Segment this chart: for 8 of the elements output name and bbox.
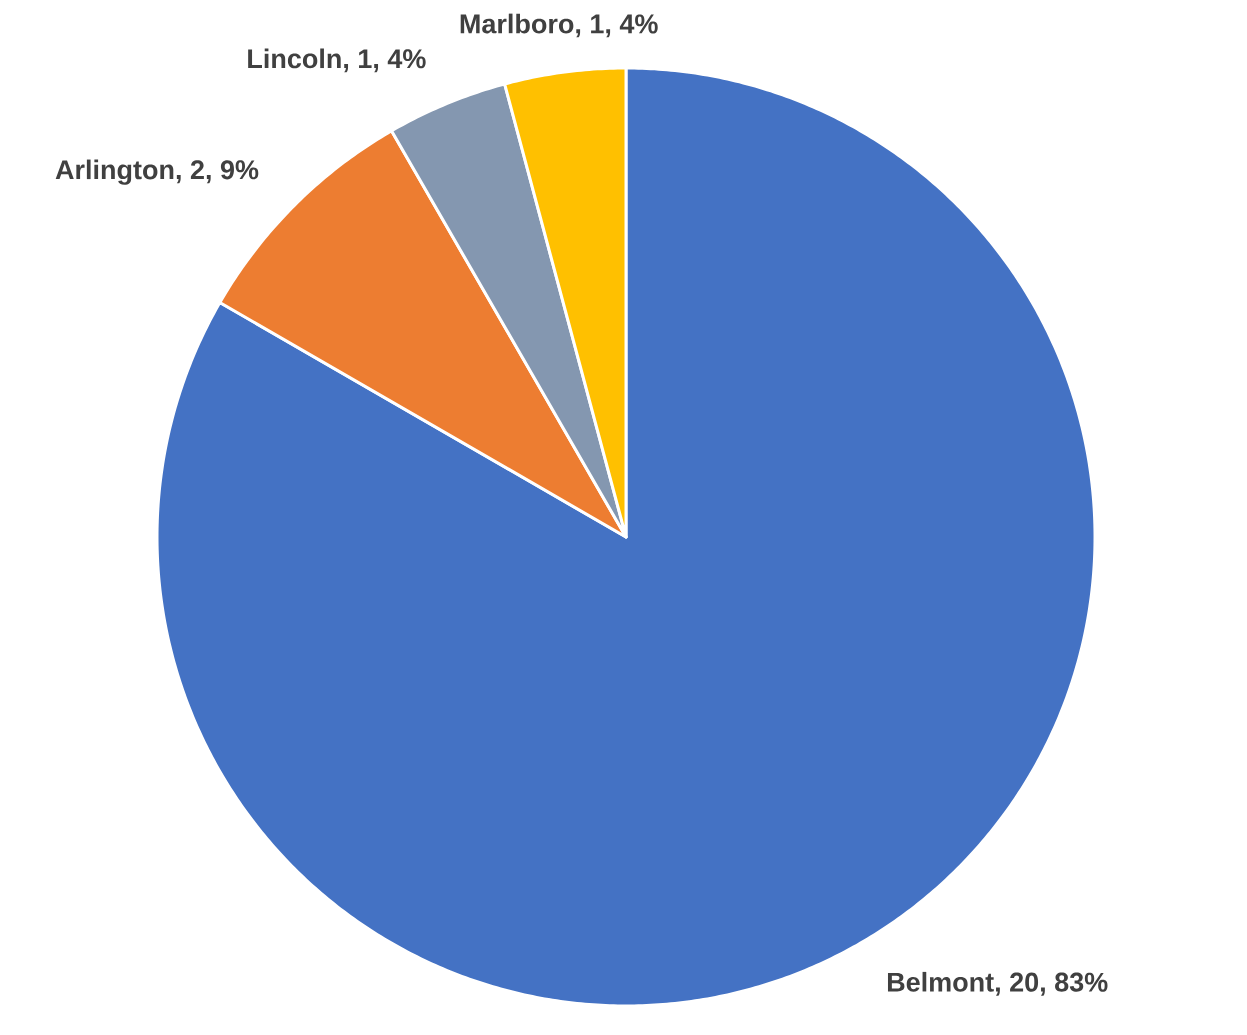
slice-label: Belmont xyxy=(887,971,994,992)
data-label: , 1, 4% xyxy=(576,14,658,38)
slice-label: Arlington xyxy=(55,159,174,185)
data-label: , 20, 83% xyxy=(995,972,1108,996)
data-label: , 1, 4% xyxy=(344,49,426,73)
slice-label: Marlboro xyxy=(460,13,574,34)
slice-label: Lincoln xyxy=(248,48,341,69)
data-label: , 2, 9% xyxy=(176,160,259,184)
